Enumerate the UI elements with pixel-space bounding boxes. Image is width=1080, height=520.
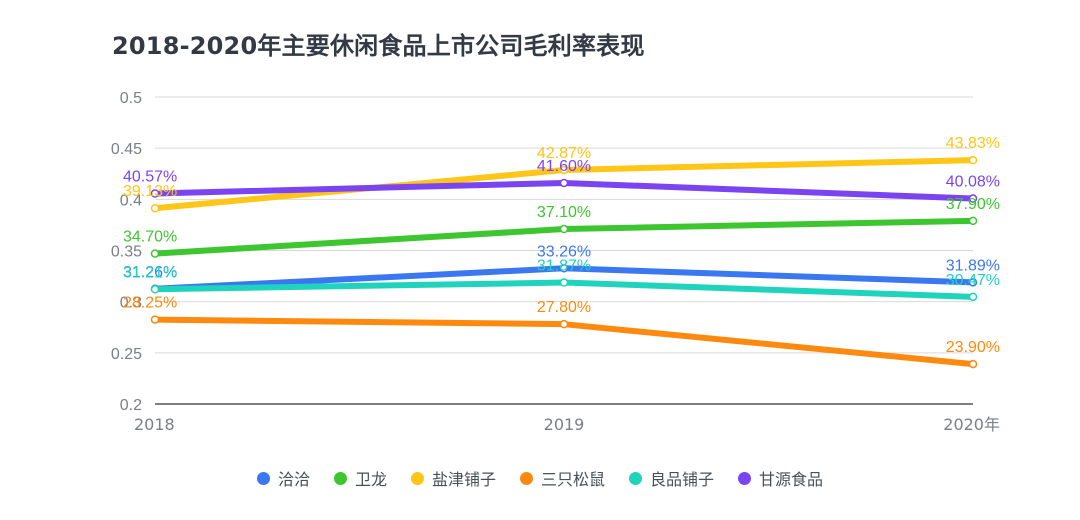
data-point[interactable] [968,292,978,302]
data-point[interactable] [559,178,569,188]
data-point[interactable] [559,224,569,234]
data-point[interactable] [559,278,569,287]
data-point[interactable] [150,285,160,294]
y-axis-ticks: 0.5 0.45 0.4 0.35 0.3 0.25 0.2 [111,90,142,414]
data-point[interactable] [968,278,978,287]
y-tick-label: 0.3 [120,295,142,312]
data-point[interactable] [559,319,569,329]
x-tick-label: 2019 [544,415,585,434]
x-tick-label: 2018 [134,415,175,434]
data-label: 40.08% [946,174,1000,191]
x-axis-ticks: 2018 2019 2020年 [134,415,1000,434]
data-labels: 31.26% 33.26% 31.89% 34.70% 37.10% 37.90% 39.1… [123,135,1000,356]
y-tick-label: 0.2 [120,397,142,414]
legend-item[interactable]: 洽洽 [256,466,310,490]
legend: 洽洽 卫龙 盐津铺子 三只松鼠 良品铺子 甘源食品 [0,466,1080,490]
legend-label: 三只松鼠 [541,470,606,489]
data-label: 43.83% [946,135,1000,152]
legend-item[interactable]: 盐津铺子 [410,466,496,490]
data-label: 31.87% [537,258,591,275]
legend-marker-icon [410,471,424,485]
data-label: 37.90% [946,196,1000,213]
data-label: 30.47% [946,272,1000,289]
legend-label: 甘源食品 [759,470,824,489]
legend-label: 卫龙 [354,470,387,489]
data-label: 34.70% [123,229,177,246]
data-label: 42.87% [537,145,591,162]
data-label: 41.60% [537,158,591,175]
legend-item[interactable]: 良品铺子 [629,466,714,490]
data-label: 40.57% [123,169,177,186]
data-point[interactable] [150,189,160,198]
data-label: 23.90% [946,339,1000,356]
legend-item[interactable]: 卫龙 [333,466,387,490]
data-point[interactable] [559,165,569,175]
y-tick-label: 0.4 [120,192,142,209]
legend-item[interactable]: 三只松鼠 [520,466,605,490]
data-label: 28.25% [123,295,177,312]
data-point[interactable] [559,264,569,273]
data-label: 27.80% [537,299,591,316]
data-label: 31.26% [123,264,177,281]
data-point[interactable] [150,315,160,324]
chart-title: 2018-2020年主要休闲食品上市公司毛利率表现 [112,32,645,60]
legend-marker-icon [738,471,752,485]
legend-marker-icon [333,471,347,485]
data-label: 37.10% [537,204,591,221]
y-tick-label: 0.45 [111,141,142,158]
y-tick-label: 0.25 [111,346,142,363]
data-label: 31.21% [123,264,177,281]
data-point[interactable] [968,194,978,203]
x-tick-label: 2020年 [943,415,1000,434]
legend-label: 良品铺子 [650,470,715,489]
data-label: 31.89% [946,257,1000,274]
legend-marker-icon [256,471,270,485]
data-point[interactable] [968,359,978,369]
data-point[interactable] [968,155,978,165]
data-point[interactable] [150,203,160,213]
data-point[interactable] [968,216,978,226]
legend-marker-icon [520,471,533,485]
y-tick-label: 0.35 [111,244,142,261]
legend-marker-icon [629,471,643,485]
data-label: 39.13% [123,183,177,200]
data-points [150,155,978,369]
y-tick-label: 0.5 [120,90,142,107]
data-point[interactable] [150,249,160,258]
legend-item[interactable]: 甘源食品 [738,466,823,490]
legend-label: 盐津铺子 [431,470,496,489]
data-label: 33.26% [537,243,591,260]
legend-label: 洽洽 [277,470,310,489]
